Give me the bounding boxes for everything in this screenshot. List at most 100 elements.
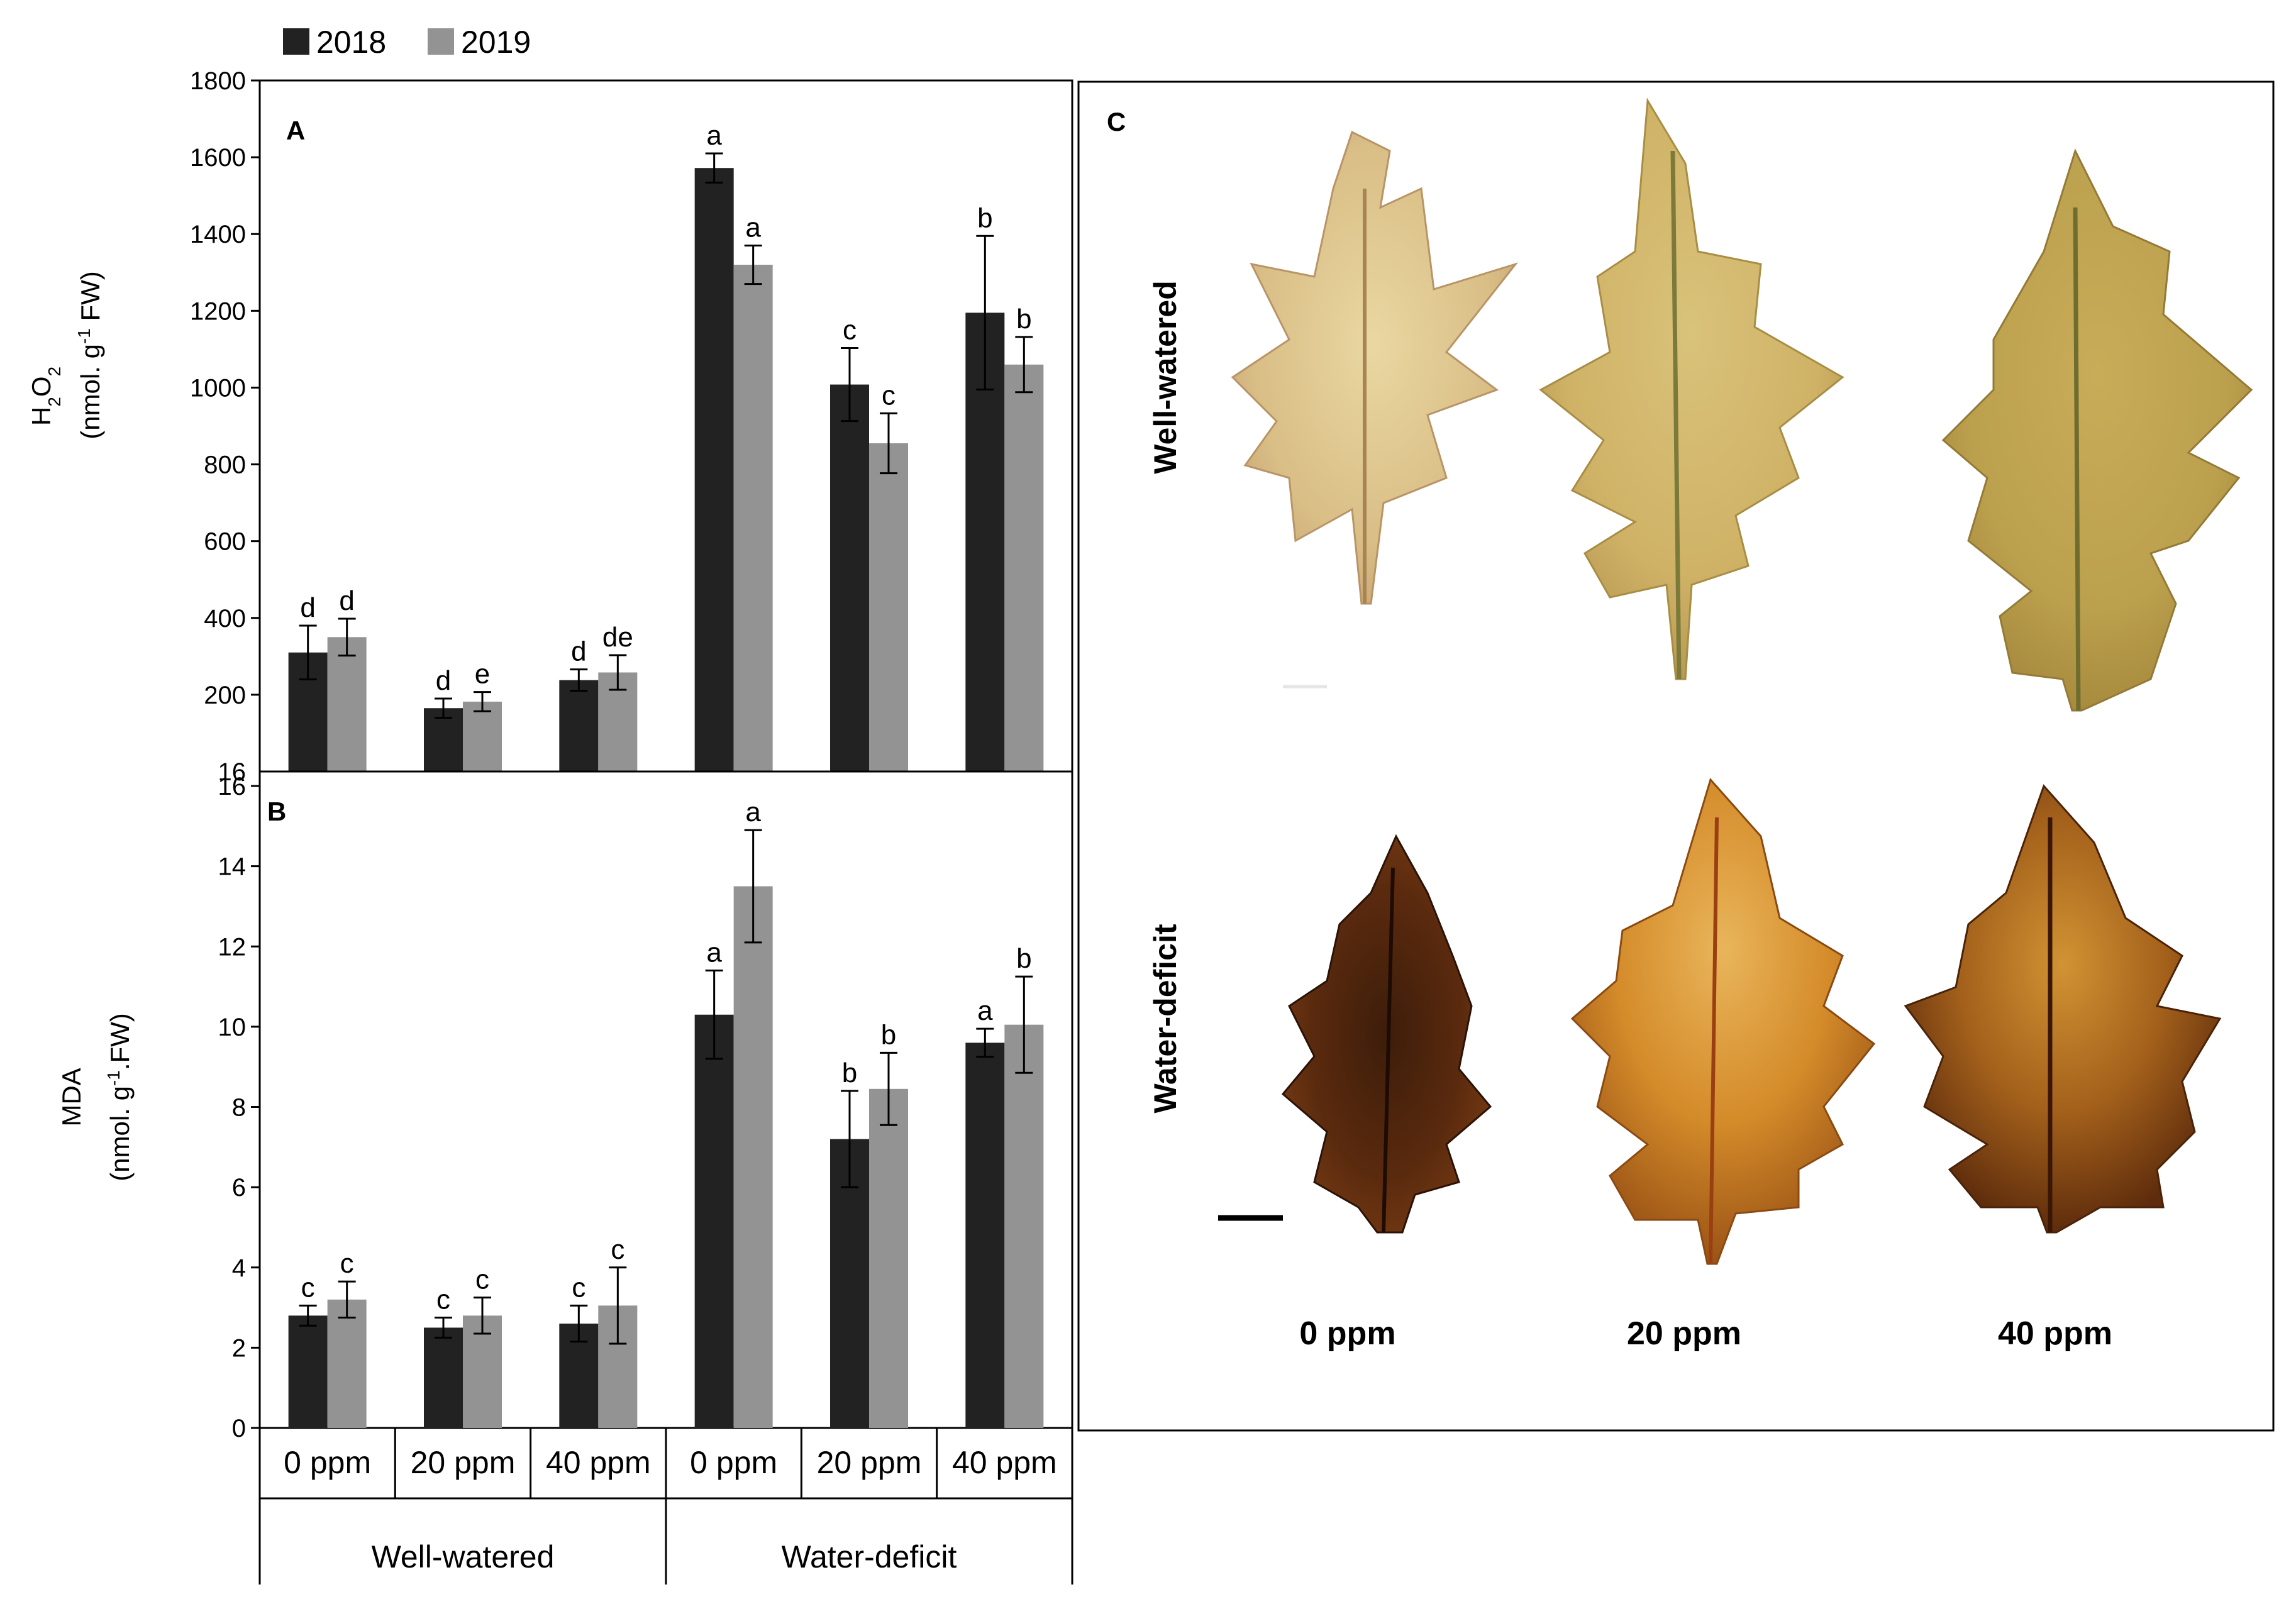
panel-c: C Well-watered Water-deficit: [1077, 80, 2275, 1432]
panel-a-bar-2019-0: [327, 637, 367, 772]
group-label-well-watered: Well-watered: [372, 1539, 555, 1574]
panel-b-bar-2019-3: [733, 886, 773, 1428]
group-label-water-deficit: Water-deficit: [782, 1539, 957, 1574]
legend-label-2018: 2018: [316, 25, 386, 60]
panel-a-y-tick-label-1000: 1000: [190, 374, 246, 402]
panel-a-sig-letter-2018-1: d: [436, 665, 451, 696]
panel-b-y-tick-label-8: 8: [232, 1094, 246, 1122]
panel-b-sig-letter-2018-5: a: [977, 995, 993, 1026]
panel-b-y-tick-label-10: 10: [218, 1014, 247, 1041]
panel-b-y-tick-label-14: 14: [218, 853, 247, 881]
panel-b-y-tick-label-16: 16: [218, 773, 247, 800]
panel-a-y-tick-label-1800: 1800: [190, 67, 246, 95]
panel-a-y-tick-label-1600: 1600: [190, 144, 246, 172]
panel-a-y-tick-label-600: 600: [204, 528, 246, 556]
leaf-water-deficit-40ppm: [1904, 784, 2222, 1234]
panel-b-bar-2018-5: [965, 1043, 1005, 1428]
panel-a-y-tick-label-800: 800: [204, 451, 246, 479]
panel-b-y-tick-label-4: 4: [232, 1254, 246, 1282]
panel-b-bar-2019-0: [327, 1299, 367, 1428]
panel-b-y-tick-label-6: 6: [232, 1174, 246, 1202]
panel-b-sig-letter-2018-0: c: [301, 1272, 315, 1303]
panel-b-y-tick-label-12: 12: [218, 933, 247, 961]
category-label-4: 20 ppm: [817, 1445, 922, 1480]
category-label-2: 40 ppm: [546, 1445, 651, 1480]
panel-b-sig-letter-2018-1: c: [436, 1285, 450, 1315]
category-label-1: 20 ppm: [411, 1445, 516, 1480]
leaf-well-watered-40ppm: [1941, 148, 2253, 712]
panel-a-y-tick-label-1200: 1200: [190, 297, 246, 325]
panel-b-sig-letter-2018-3: a: [706, 938, 722, 968]
panel-a-bar-2018-2: [559, 680, 599, 772]
panel-b-bar-2018-1: [424, 1327, 463, 1428]
panel-b-bar-2019-4: [869, 1088, 908, 1428]
panel-a-sig-letter-2019-4: c: [882, 380, 896, 411]
panel-a-bar-2018-3: [694, 168, 734, 772]
panel-a-sig-letter-2018-4: c: [843, 315, 857, 346]
category-label-0: 0 ppm: [284, 1445, 371, 1480]
panel-a-sig-letter-2018-2: d: [571, 636, 586, 667]
panel-a-sig-letter-2018-3: a: [706, 120, 722, 151]
panel-a-y-title-line2: (nmol. g-1 FW): [74, 271, 106, 440]
leaf-well-watered-0ppm: [1231, 130, 1519, 605]
panel-a-sig-letter-2018-5: b: [977, 202, 992, 233]
panel-a-y-tick-label-200: 200: [204, 682, 246, 709]
row-label-well-watered: Well-watered: [1148, 280, 1183, 474]
panel-a-sig-letter-2018-0: d: [300, 592, 315, 623]
panel-a-sig-letter-2019-2: de: [602, 622, 633, 653]
category-table: Well-watered Water-deficit 0 ppm 20 ppm 40…: [258, 1428, 1073, 1585]
leaf-water-deficit-0ppm: [1281, 834, 1492, 1234]
panel-b-bar-2018-0: [288, 1315, 328, 1428]
column-label-0ppm: 0 ppm: [1299, 1315, 1395, 1352]
panel-b-y-tick-label-0: 0: [232, 1415, 246, 1442]
panel-a-y-tick-label-400: 400: [204, 605, 246, 633]
legend-swatch-2019: [428, 28, 454, 55]
panel-b-frame: [258, 770, 1073, 1429]
panel-b-y-title-line1: MDA: [57, 1068, 86, 1126]
panel-a-bar-2018-4: [830, 384, 869, 772]
panel-a-y-tick-label-1400: 1400: [190, 221, 246, 248]
panel-b-sig-letter-2018-2: c: [572, 1272, 585, 1303]
panel-b-y-axis: 0 2 4 6 8 10 12 14 16: [218, 773, 260, 1442]
panel-b-sig-letter-2019-0: c: [340, 1248, 354, 1279]
panel-a-frame: [258, 79, 1073, 773]
panel-a-sig-letter-2019-1: e: [475, 659, 490, 690]
category-label-3: 0 ppm: [690, 1445, 777, 1480]
panel-b-sig-letter-2019-1: c: [475, 1264, 489, 1295]
panel-a-sig-letter-2019-3: a: [745, 213, 761, 243]
panel-a-y-axis: 200 400 600 800 1000 1200 1400 1600 1800 16: [190, 67, 260, 786]
panel-b-sig-letter-2018-4: b: [842, 1058, 857, 1088]
panel-a-bar-2019-5: [1004, 364, 1044, 772]
legend-label-2019: 2019: [461, 25, 531, 60]
panel-c-label: C: [1107, 107, 1126, 136]
row-label-water-deficit: Water-deficit: [1148, 924, 1183, 1113]
column-label-20ppm: 20 ppm: [1627, 1315, 1741, 1352]
panel-a-sig-letter-2019-0: d: [339, 585, 354, 616]
panel-a-bar-2019-4: [869, 443, 908, 772]
panel-b-y-tick-label-2: 2: [232, 1334, 246, 1362]
leaf-well-watered-20ppm: [1539, 97, 1844, 680]
panel-b-bar-2019-5: [1004, 1024, 1044, 1428]
legend-swatch-2018: [283, 28, 309, 55]
panel-a-sig-letter-2019-5: b: [1016, 304, 1031, 335]
category-label-5: 40 ppm: [952, 1445, 1057, 1480]
panel-a-bar-2019-1: [463, 701, 502, 772]
panel-a-label: A: [286, 116, 305, 145]
legend: 2018 2019: [283, 25, 531, 60]
panel-b-sig-letter-2019-4: b: [881, 1019, 896, 1050]
panel-b-bar-2018-3: [694, 1014, 734, 1428]
leaf-water-deficit-20ppm: [1570, 777, 1876, 1265]
panel-b-label: B: [267, 797, 286, 826]
panel-b-sig-letter-2019-2: c: [611, 1234, 624, 1265]
panel-a-bar-2018-1: [424, 708, 463, 772]
panel-b-y-title-line2: (nmol. g-1.FW): [104, 1013, 135, 1181]
panel-a-y-title-line1: H2O2: [26, 367, 64, 426]
panel-a-y-tick-label-overlap: 16: [218, 758, 247, 786]
column-label-40ppm: 40 ppm: [1998, 1315, 2112, 1352]
panel-b-sig-letter-2019-3: a: [745, 797, 761, 827]
